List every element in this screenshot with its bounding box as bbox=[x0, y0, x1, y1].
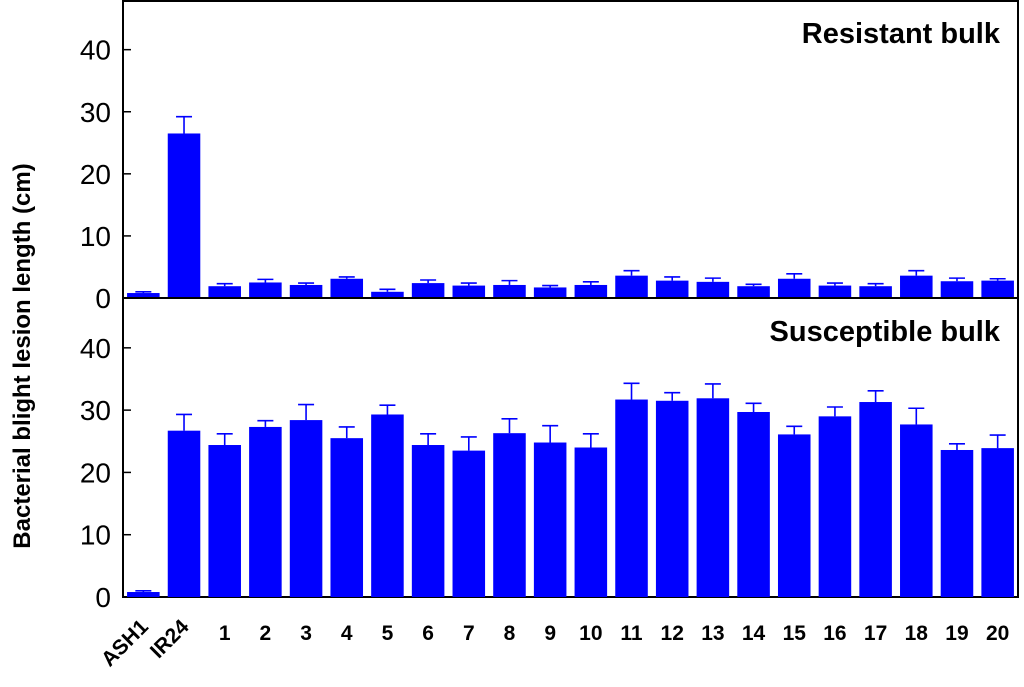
bar bbox=[167, 133, 201, 298]
x-tick-label: 18 bbox=[905, 622, 929, 645]
bar bbox=[574, 284, 608, 298]
x-tick-label: 19 bbox=[945, 622, 968, 645]
bar bbox=[411, 283, 445, 298]
x-tick-label: 20 bbox=[986, 622, 1009, 645]
y-tick-label: 10 bbox=[80, 520, 111, 551]
x-tick-label: 1 bbox=[219, 622, 231, 645]
y-tick-label: 30 bbox=[80, 97, 111, 128]
bar bbox=[940, 281, 974, 298]
x-tick-label: 6 bbox=[422, 622, 434, 645]
y-tick-label: 10 bbox=[80, 221, 111, 252]
bar bbox=[818, 285, 852, 298]
y-tick-label: 40 bbox=[80, 333, 111, 364]
bar bbox=[533, 287, 567, 298]
bar bbox=[289, 420, 323, 597]
bar bbox=[167, 430, 201, 597]
x-tick-label: 2 bbox=[260, 622, 272, 645]
bar bbox=[493, 284, 526, 298]
x-tick-label: 9 bbox=[544, 622, 556, 645]
bar bbox=[696, 281, 730, 298]
bar bbox=[900, 275, 933, 298]
bar bbox=[655, 280, 689, 298]
bar bbox=[859, 402, 892, 597]
x-tick-label: 5 bbox=[382, 622, 394, 645]
bar bbox=[208, 445, 241, 597]
bar bbox=[737, 286, 770, 298]
bar bbox=[777, 278, 811, 298]
bar bbox=[859, 286, 892, 298]
x-tick-label: 17 bbox=[864, 622, 887, 645]
bar bbox=[411, 445, 445, 597]
bar bbox=[981, 280, 1014, 298]
bar bbox=[655, 400, 689, 597]
bar bbox=[371, 414, 404, 597]
x-tick-label: 3 bbox=[300, 622, 312, 645]
y-tick-label: 20 bbox=[80, 457, 111, 488]
panel-title: Susceptible bulk bbox=[770, 316, 1001, 348]
panel-frame bbox=[122, 297, 1019, 598]
x-tick-label: IR24 bbox=[146, 615, 194, 663]
bar bbox=[940, 449, 974, 597]
y-tick-label: 40 bbox=[80, 35, 111, 66]
panel-1: 0 10 20 30 40 Resistant bulk bbox=[80, 0, 1019, 314]
bar bbox=[127, 592, 160, 597]
bar bbox=[493, 433, 526, 597]
bar bbox=[330, 438, 364, 597]
bar bbox=[249, 282, 282, 298]
x-tick-label: 11 bbox=[620, 622, 643, 645]
x-tick-label: 15 bbox=[783, 622, 807, 645]
bar bbox=[737, 411, 770, 597]
x-tick-label: 12 bbox=[661, 622, 684, 645]
x-tick-label: ASH1 bbox=[97, 615, 153, 671]
bar bbox=[249, 426, 282, 597]
bar bbox=[818, 416, 852, 597]
bar bbox=[371, 291, 404, 298]
bar bbox=[452, 450, 486, 597]
bar bbox=[208, 286, 241, 298]
bar bbox=[289, 284, 323, 298]
x-tick-label: 14 bbox=[742, 622, 766, 645]
bar bbox=[615, 275, 648, 298]
bar bbox=[981, 448, 1014, 597]
x-tick-label: 4 bbox=[341, 622, 353, 645]
bar bbox=[127, 293, 160, 298]
x-tick-label: 7 bbox=[463, 622, 475, 645]
bar bbox=[533, 442, 567, 597]
y-tick-label: 30 bbox=[80, 395, 111, 426]
chart-panels: 0 10 20 30 40 Resistant bulk 0 10 20 30 40 Suscepti… bbox=[80, 0, 1019, 613]
bar bbox=[452, 285, 486, 298]
x-tick-label: 8 bbox=[504, 622, 516, 645]
bar bbox=[900, 424, 933, 597]
bar bbox=[615, 399, 648, 597]
x-tick-label: 10 bbox=[579, 622, 602, 645]
bar bbox=[777, 434, 811, 597]
y-tick-label: 0 bbox=[95, 582, 111, 613]
panel-title: Resistant bulk bbox=[802, 18, 1001, 50]
y-axis-title: Bacterial blight lesion length (cm) bbox=[9, 163, 36, 548]
panel-2: 0 10 20 30 40 Susceptible bulk bbox=[80, 297, 1019, 613]
x-tick-label: 13 bbox=[701, 622, 724, 645]
bar bbox=[330, 278, 364, 298]
bar bbox=[574, 447, 608, 597]
y-tick-label: 20 bbox=[80, 159, 111, 190]
x-tick-label: 16 bbox=[823, 622, 846, 645]
y-tick-label: 0 bbox=[95, 283, 111, 314]
bar bbox=[696, 398, 730, 597]
